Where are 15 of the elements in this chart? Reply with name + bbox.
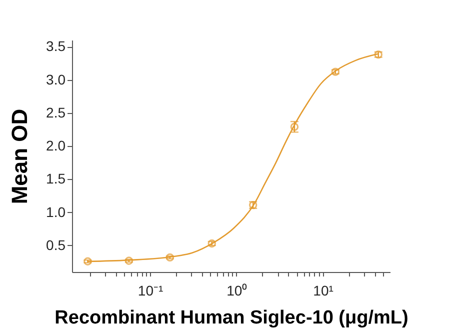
y-axis-title: Mean OD [7,108,32,204]
point [290,122,299,131]
x-tick-label: 10¹ [313,282,334,298]
y-tick-label: 1.5 [46,170,66,187]
y-tick-label: 3.0 [46,71,66,88]
point [166,253,174,262]
x-tick-label: 10⁰ [226,282,248,298]
x-tick-label: 10⁻¹ [138,282,164,298]
x-axis-title: Recombinant Human Siglec-10 (μg/mL) [54,308,408,328]
y-tick-label: 1.0 [46,204,66,220]
y-tick-label: 2.5 [46,104,66,120]
y-tick-label: 3.5 [46,38,66,54]
y-tick-label: 0.5 [46,236,66,253]
y-tick-label: 2.0 [46,138,66,154]
point [124,256,134,265]
